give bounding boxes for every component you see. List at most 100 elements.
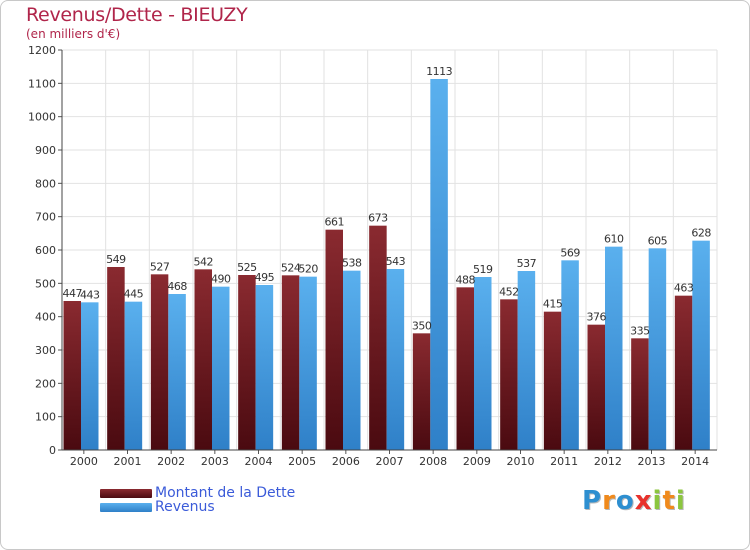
logo-letter: P [582,486,603,516]
data-label-dette: 673 [368,212,388,225]
logo-letter: x [634,486,653,516]
data-label-dette: 452 [499,285,519,298]
bar-revenus [605,246,623,450]
legend-swatch-dette [100,489,152,498]
bars-layer [63,79,710,450]
x-tick-label: 2009 [463,455,491,468]
x-tick-label: 2014 [681,455,709,468]
bar-dette [238,275,256,450]
legend-item-revenus: Revenus [100,499,400,516]
bar-dette [674,295,693,450]
x-tick-label: 2004 [245,455,273,468]
chart-subtitle: (en milliers d'€) [26,27,121,41]
data-label-revenus: 628 [691,227,711,240]
bar-revenus [561,260,579,450]
bar-revenus [255,285,274,450]
y-tick-label: 600 [35,244,56,257]
logo-letter: r [602,486,616,516]
y-tick-label: 100 [35,411,56,424]
bar-dette [369,225,387,450]
data-label-revenus: 543 [386,255,406,268]
bar-revenus [692,240,710,450]
legend-label-dette: Montant de la Dette [155,485,296,501]
logo-letter: i [675,486,686,516]
bar-revenus [517,271,536,450]
data-label-revenus: 443 [80,288,100,301]
bar-dette [543,311,562,450]
x-tick-label: 2000 [70,455,98,468]
y-tick-label: 1100 [28,77,56,90]
data-label-dette: 350 [412,319,432,332]
x-tick-label: 2003 [201,455,229,468]
y-tick-label: 900 [35,144,56,157]
data-label-dette: 415 [543,298,563,311]
bar-revenus [124,301,143,450]
data-label-revenus: 538 [342,257,362,270]
legend-item-dette: Montant de la Dette [100,485,400,502]
x-tick-label: 2005 [288,455,316,468]
data-label-revenus: 537 [517,257,537,270]
bar-dette [631,338,649,450]
bar-dette [456,287,474,450]
bar-revenus [474,277,492,450]
bar-revenus [212,286,230,450]
y-tick-label: 700 [35,211,56,224]
bar-revenus [386,269,405,450]
bar-dette [412,333,431,450]
y-tick-label: 300 [35,344,56,357]
data-label-dette: 524 [281,261,301,274]
data-label-revenus: 1113 [426,65,452,78]
bar-dette [63,301,81,450]
bar-revenus [299,276,317,450]
bar-revenus [430,79,448,450]
logo-letter: t [662,486,676,516]
data-label-revenus: 519 [473,263,493,276]
data-label-revenus: 468 [167,280,187,293]
data-label-revenus: 495 [255,271,275,284]
logo-letter: o [615,486,635,516]
logo-letter: i [652,486,663,516]
legend-label-revenus: Revenus [155,499,215,515]
data-label-dette: 549 [106,253,126,266]
data-label-revenus: 605 [648,234,668,247]
bar-revenus [343,270,361,450]
data-label-dette: 525 [237,261,257,274]
data-label-dette: 542 [194,255,214,268]
x-tick-label: 2011 [550,455,578,468]
data-label-dette: 527 [150,260,170,273]
data-label-revenus: 569 [560,246,580,259]
x-tick-label: 2002 [157,455,185,468]
data-label-dette: 376 [587,311,607,324]
y-tick-label: 1200 [28,44,56,57]
y-tick-label: 800 [35,177,56,190]
proxiti-logo: Proxiti [582,486,686,516]
bar-dette [107,267,125,450]
data-label-revenus: 610 [604,233,624,246]
x-tick-label: 2008 [419,455,447,468]
y-tick-label: 400 [35,311,56,324]
bar-dette [194,269,212,450]
bar-dette [150,274,169,450]
data-label-dette: 661 [325,216,345,229]
y-tick-label: 1000 [28,111,56,124]
data-label-dette: 447 [63,287,83,300]
axis-layer: 0 100 200 300 400 500 600 700 800 900 1000 1100 1200… [28,44,717,468]
x-tick-label: 2007 [376,455,404,468]
data-label-dette: 488 [456,273,476,286]
data-label-revenus: 445 [124,288,144,301]
bar-revenus [81,302,99,450]
y-tick-label: 0 [49,444,56,457]
x-tick-label: 2001 [114,455,142,468]
x-tick-label: 2012 [594,455,622,468]
bar-dette [587,324,605,450]
x-tick-label: 2006 [332,455,360,468]
bar-dette [500,299,518,450]
data-label-dette: 463 [674,282,694,295]
y-tick-label: 500 [35,277,56,290]
data-label-revenus: 520 [298,263,318,276]
data-label-revenus: 490 [211,273,231,286]
bar-dette [281,275,300,450]
x-tick-label: 2010 [507,455,535,468]
